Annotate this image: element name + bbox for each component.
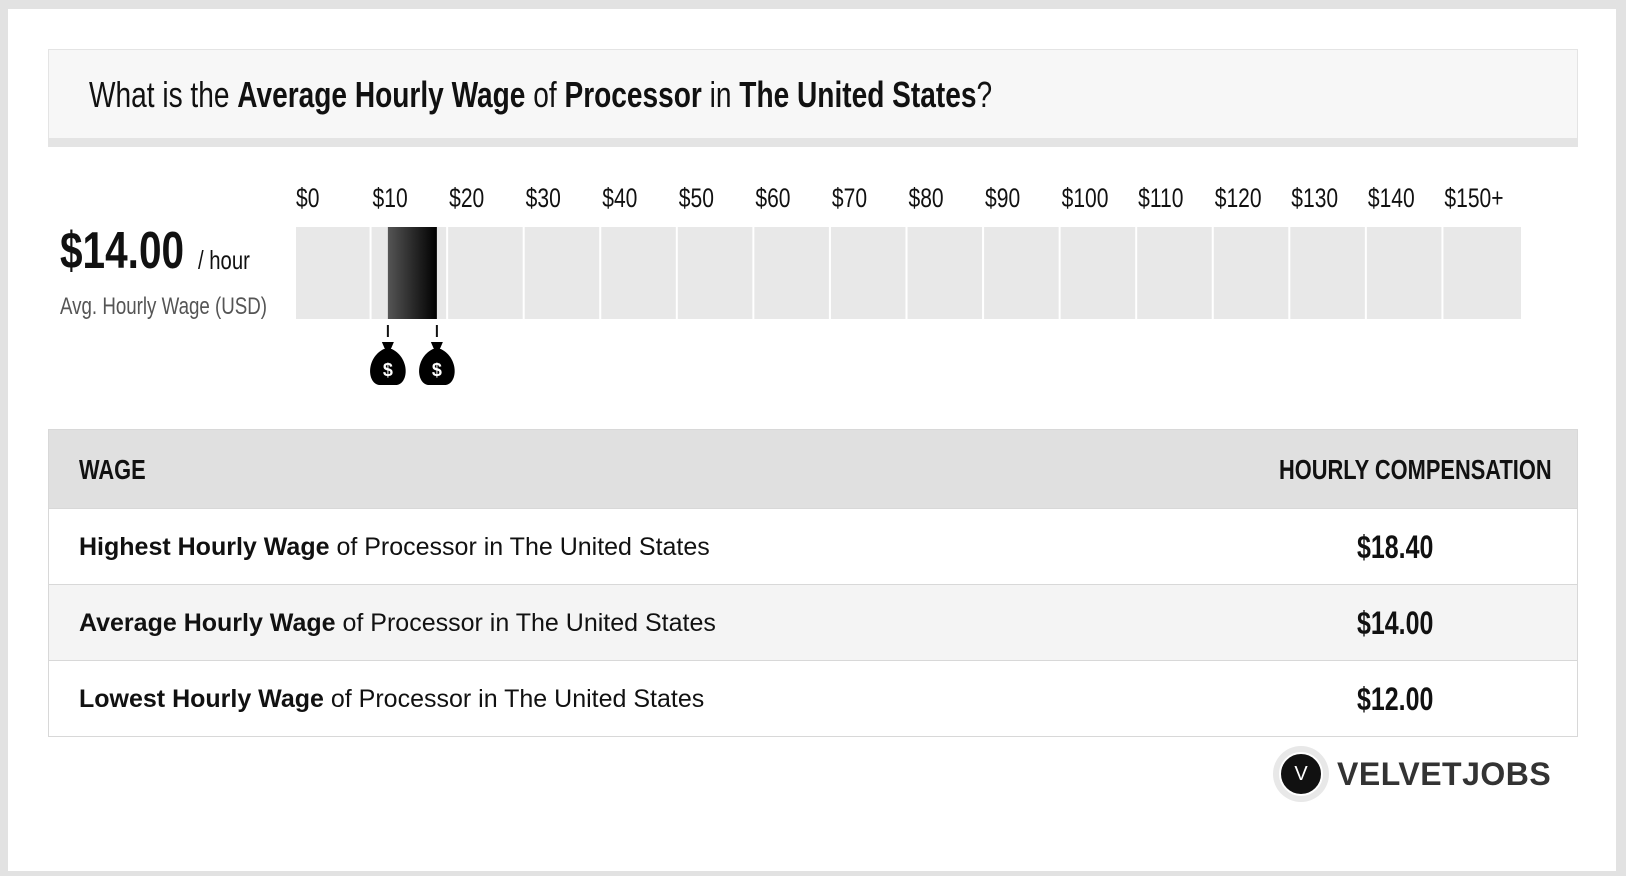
- x-tick-label: $40: [602, 184, 637, 214]
- x-tick-label: $0: [296, 184, 319, 214]
- x-tick-label: $70: [832, 184, 867, 214]
- wage-card: What is the Average Hourly Wage of Proce…: [8, 9, 1616, 871]
- money-bag-icon: $: [370, 342, 406, 385]
- x-tick-label: $120: [1215, 184, 1262, 214]
- x-tick-label: $80: [909, 184, 944, 214]
- average-caption: Avg. Hourly Wage (USD): [60, 293, 268, 320]
- header-wage: WAGE: [79, 454, 146, 485]
- x-tick-label: $60: [755, 184, 790, 214]
- row-label: Highest Hourly Wage of Processor in The …: [79, 533, 710, 561]
- x-tick-label: $140: [1368, 184, 1415, 214]
- row-value: $18.40: [1357, 529, 1434, 565]
- row-value: $14.00: [1357, 605, 1434, 641]
- velvetjobs-logo-icon: V: [1273, 746, 1329, 802]
- row-value: $12.00: [1357, 681, 1434, 717]
- x-tick-label: $50: [679, 184, 714, 214]
- x-tick-label: $20: [449, 184, 484, 214]
- x-tick-label: $150+: [1444, 184, 1503, 214]
- table-header: WAGE HOURLY COMPENSATION: [49, 430, 1577, 508]
- table-row-highest: Highest Hourly Wage of Processor in The …: [49, 508, 1577, 584]
- x-tick-label: $90: [985, 184, 1020, 214]
- average-summary: $14.00 / hour Avg. Hourly Wage (USD): [60, 221, 267, 320]
- x-tick-label: $10: [373, 184, 408, 214]
- header-hourly-compensation: HOURLY COMPENSATION: [1279, 454, 1552, 485]
- wage-range-chart: $0 $10 $20 $30 $40 $50 $60 $70 $80 $90 $100 $110 $12…: [296, 184, 1521, 385]
- money-bag-icon: $: [419, 342, 455, 385]
- wage-table: WAGE HOURLY COMPENSATION Highest Hourly …: [48, 429, 1578, 737]
- table-row-average: Average Hourly Wage of Processor in The …: [49, 584, 1577, 660]
- svg-text:$: $: [383, 360, 393, 380]
- wage-range-bar: [387, 227, 437, 319]
- x-tick-label: $130: [1291, 184, 1338, 214]
- x-tick-label: $100: [1062, 184, 1109, 214]
- row-label: Average Hourly Wage of Processor in The …: [79, 609, 716, 637]
- average-unit: / hour: [198, 245, 250, 275]
- row-label: Lowest Hourly Wage of Processor in The U…: [79, 685, 705, 713]
- chart-track: [296, 227, 1521, 319]
- svg-text:$: $: [432, 360, 442, 380]
- table-row-lowest: Lowest Hourly Wage of Processor in The U…: [49, 660, 1577, 736]
- x-tick-label: $110: [1138, 184, 1183, 214]
- x-tick-label: $30: [526, 184, 561, 214]
- question-header: What is the Average Hourly Wage of Proce…: [48, 49, 1578, 147]
- brand-name: VELVETJOBS: [1337, 756, 1552, 792]
- average-amount: $14.00: [60, 222, 185, 280]
- question-title: What is the Average Hourly Wage of Proce…: [89, 74, 993, 115]
